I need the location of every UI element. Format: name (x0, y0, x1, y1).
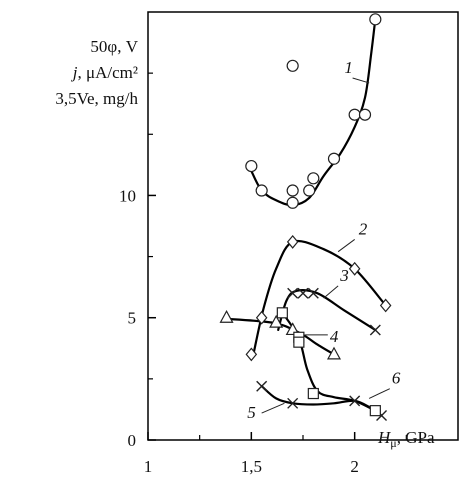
leader-line-5 (261, 402, 285, 414)
point-1 (286, 196, 299, 209)
point-6 (293, 336, 305, 348)
point-4 (219, 309, 234, 323)
leader-line-3 (323, 285, 339, 299)
plot-frame (147, 11, 459, 441)
point-1 (255, 184, 268, 197)
point-1 (327, 152, 341, 165)
point-4 (269, 314, 284, 328)
curve-2 (252, 239, 387, 356)
y-axis-label-3: 3,5Ve, mg/h (55, 89, 138, 108)
x-tick-label: 2 (350, 457, 359, 476)
point-2 (245, 347, 258, 362)
leader-line-2 (337, 239, 355, 253)
point-3 (369, 324, 381, 336)
point-1 (286, 184, 299, 197)
x-tick-label: 1,5 (241, 457, 262, 476)
curve-label-1: 1 (344, 58, 353, 77)
point-6 (369, 405, 381, 417)
point-1 (358, 108, 372, 121)
y-tick-label: 0 (128, 431, 137, 450)
y-axis-label-2: j, μA/cm² (71, 63, 138, 82)
y-tick-label: 5 (128, 309, 137, 328)
curve-label-5: 5 (247, 403, 256, 422)
y-axis-label-1: 50φ, V (90, 37, 138, 56)
point-3 (297, 287, 309, 299)
y-tick-label: 10 (119, 186, 136, 205)
point-6 (276, 307, 288, 319)
point-1 (303, 184, 316, 197)
point-1 (307, 172, 320, 185)
x-tick-label: 1 (144, 457, 153, 476)
point-1 (348, 108, 361, 121)
point-1 (245, 159, 258, 173)
curve-5 (260, 385, 383, 417)
curve-label-6: 6 (392, 369, 401, 388)
curve-label-2: 2 (359, 220, 368, 239)
point-4 (326, 346, 342, 360)
point-2 (255, 310, 268, 325)
point-5 (349, 395, 361, 407)
point-5 (256, 380, 268, 392)
point-2 (348, 261, 361, 276)
leader-line-1 (352, 77, 370, 84)
curve-1 (250, 18, 377, 207)
point-2 (286, 234, 299, 249)
curve-label-3: 3 (339, 266, 349, 285)
point-3 (307, 287, 319, 299)
curve-6 (281, 311, 377, 412)
point-1 (369, 13, 382, 26)
point-3 (287, 287, 299, 299)
point-2 (379, 298, 392, 313)
leader-line-6 (368, 388, 391, 399)
curve-label-4: 4 (330, 327, 339, 346)
point-6 (307, 387, 319, 400)
markers (219, 13, 392, 422)
labels: 1 2 3 4 5 6 (247, 58, 401, 422)
x-axis-label: Hμ, GPa (377, 428, 435, 450)
point-5 (287, 397, 299, 409)
axes: 1 1,5 2 0 5 10 50φ, V j, μA/cm² 3,5Ve, mg/h Hμ, G… (55, 11, 459, 476)
point-1 (286, 59, 299, 72)
